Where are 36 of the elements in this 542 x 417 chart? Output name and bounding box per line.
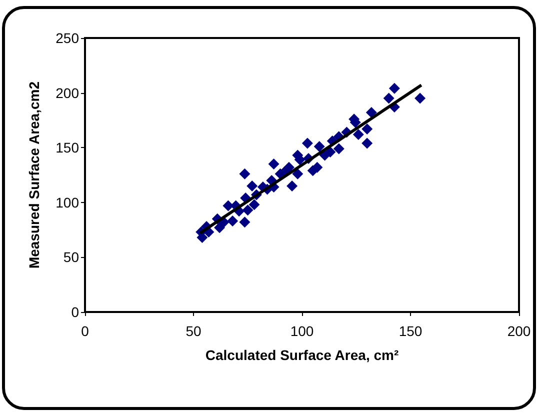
- y-axis-title: Measured Surface Area,cm2: [26, 81, 42, 269]
- point: [414, 92, 426, 104]
- y-tick-label: 50: [63, 249, 80, 266]
- x-tick-label: 50: [186, 323, 202, 339]
- point: [214, 222, 226, 234]
- point: [362, 123, 373, 134]
- point: [383, 92, 394, 104]
- point: [227, 216, 238, 227]
- point: [268, 158, 280, 170]
- point: [388, 82, 400, 94]
- point: [333, 143, 344, 154]
- point: [324, 146, 336, 158]
- point: [239, 168, 250, 180]
- y-tick-label: 200: [56, 84, 80, 101]
- point: [362, 138, 373, 149]
- point: [283, 162, 294, 173]
- point: [312, 162, 323, 173]
- x-axis-title: Calculated Surface Area, cm²: [205, 347, 399, 363]
- point: [286, 180, 298, 192]
- point: [292, 168, 304, 180]
- y-tick-label: 250: [56, 30, 80, 46]
- x-tick-label: 200: [507, 323, 531, 339]
- y-tick-label: 150: [56, 140, 80, 156]
- y-tick-label: 100: [56, 194, 80, 210]
- x-tick-label: 0: [81, 323, 90, 339]
- point: [352, 128, 364, 140]
- x-tick-label: 100: [290, 323, 314, 339]
- point: [366, 107, 377, 118]
- point: [248, 199, 260, 210]
- y-tick-label: 0: [71, 304, 80, 320]
- point: [246, 180, 258, 192]
- point: [239, 216, 250, 228]
- point: [302, 138, 313, 149]
- point: [314, 141, 325, 152]
- point: [242, 204, 254, 216]
- x-tick-label: 150: [398, 323, 422, 339]
